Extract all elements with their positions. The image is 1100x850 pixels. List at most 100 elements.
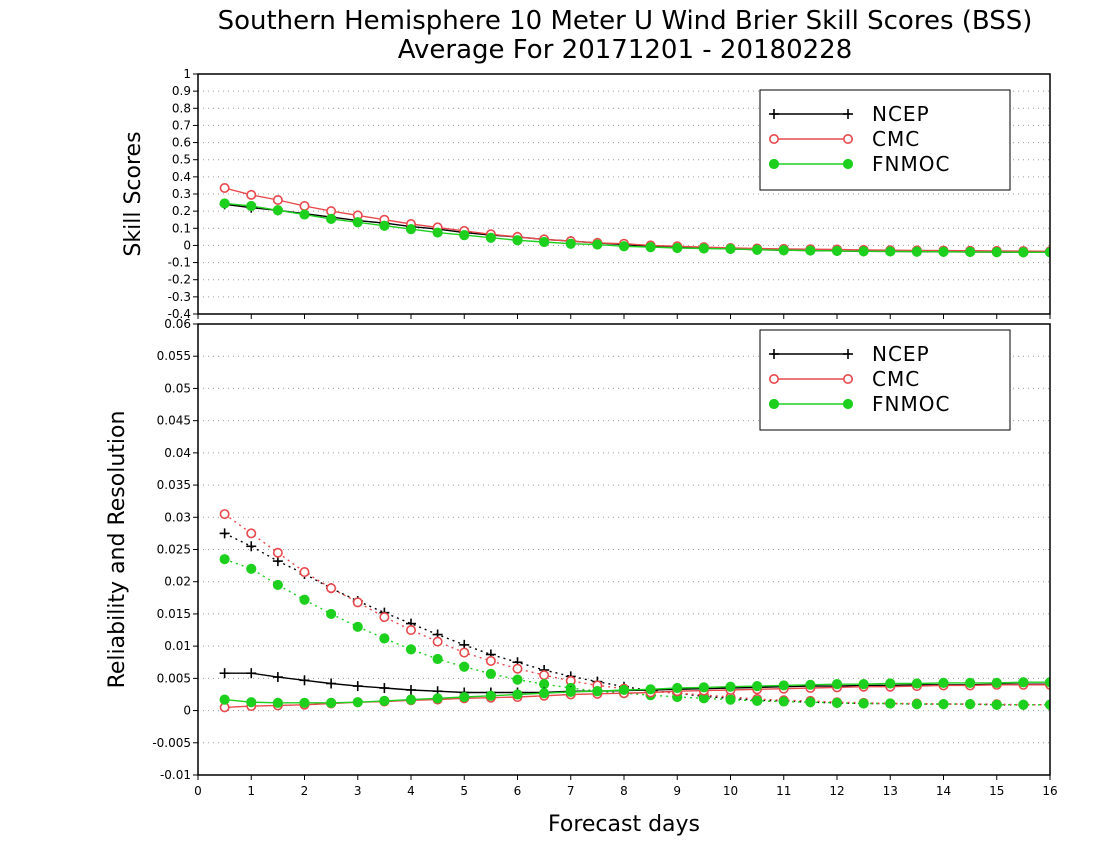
series-fnmoc-resolution-point-0 (219, 694, 230, 705)
top-plot-area (219, 183, 1050, 258)
legend-fnmoc-point-b (842, 398, 854, 410)
series-fnmoc-reliability-point-2 (272, 579, 283, 591)
series-fnmoc-resolution-point-22 (805, 679, 816, 690)
series-fnmoc-reliability-point-27 (938, 699, 949, 710)
series-cmc-point-1 (246, 189, 257, 200)
series-fnmoc-resolution-point-7 (405, 694, 417, 705)
series-fnmoc-point-19 (725, 243, 736, 254)
x-tick-label: 9 (673, 784, 681, 798)
series-fnmoc-reliability-point-12 (539, 679, 550, 690)
y-tick-label: 0.045 (157, 414, 191, 428)
series-fnmoc-point-1 (246, 200, 257, 212)
series-fnmoc-resolution-point-4 (326, 697, 337, 708)
series-cmc-reliability-point-2 (272, 547, 283, 558)
series-fnmoc-reliability-point-1 (246, 563, 257, 574)
series-fnmoc-point-26 (911, 246, 922, 257)
y-tick-label: 0.055 (157, 349, 191, 363)
series-fnmoc-resolution (219, 677, 1050, 708)
series-fnmoc-resolution-point-16 (645, 684, 656, 695)
legend-item-cmc: CMC (768, 127, 920, 151)
series-cmc-reliability-point-7 (405, 625, 416, 636)
y-tick-label: 1 (183, 67, 191, 81)
series-fnmoc-reliability-point-8 (432, 653, 443, 665)
legend-cmc-point-b (842, 373, 853, 384)
bottom-y-axis: -0.01 -0.005 0 0.005 0.01 0.015 0.02 0.025 0.03 0… (152, 317, 198, 782)
legend-fnmoc-point-a (768, 398, 780, 410)
y-tick-label: 0.035 (157, 478, 191, 492)
series-fnmoc-resolution-point-30 (1018, 677, 1029, 688)
series-fnmoc-resolution-point-2 (272, 697, 283, 708)
x-tick-label: 1 (247, 784, 255, 798)
legend-item-cmc: CMC (768, 367, 919, 391)
series-ncep-resolution-point-1 (246, 668, 257, 679)
chart-title-line1: Southern Hemisphere 10 Meter U Wind Brie… (218, 6, 1033, 36)
legend-cmc-point-b (842, 134, 853, 145)
series-ncep-resolution-point-6 (379, 683, 390, 694)
series-cmc-point-2 (272, 195, 283, 206)
series-ncep-resolution-point-2 (272, 672, 283, 683)
x-tick-label: 5 (460, 784, 468, 798)
legend-item-ncep: NCEP (769, 102, 929, 126)
y-tick-label: 0.5 (172, 153, 191, 167)
legend-cmc-point-a (768, 134, 779, 145)
series-fnmoc-point-9 (459, 230, 470, 241)
series-fnmoc-point-0 (219, 198, 230, 209)
series-fnmoc-resolution-point-17 (672, 682, 683, 694)
series-fnmoc-reliability-point-11 (512, 674, 523, 685)
series-fnmoc-point-8 (432, 227, 443, 238)
series-fnmoc-point-18 (698, 243, 709, 254)
y-tick-label: 0.005 (157, 671, 191, 685)
series-fnmoc-point-13 (565, 238, 576, 249)
series-fnmoc-reliability-point-20 (752, 695, 763, 707)
series-cmc-point-3 (299, 201, 310, 212)
legend-label: CMC (872, 127, 920, 151)
x-tick-label: 4 (407, 784, 415, 798)
x-tick-label: 7 (567, 784, 575, 798)
series-fnmoc-point-2 (272, 205, 283, 216)
x-tick-label: 10 (723, 784, 738, 798)
series-ncep-reliability-point-2 (272, 556, 283, 567)
legend-ncep-point-a (769, 349, 779, 359)
series-cmc-point-0 (219, 183, 230, 194)
chart-title-line2: Average For 20171201 - 20180228 (398, 35, 853, 65)
series-ncep-reliability-point-1 (246, 541, 257, 552)
series-cmc-reliability-point-1 (246, 528, 257, 539)
series-fnmoc-resolution-point-8 (432, 693, 443, 704)
series-fnmoc-resolution-point-21 (778, 680, 789, 691)
legend-label: FNMOC (872, 152, 950, 176)
series-ncep-resolution-point-3 (299, 675, 310, 686)
legend-label: NCEP (872, 342, 930, 366)
y-tick-label: 0.2 (172, 204, 191, 218)
legend-ncep-point-b (843, 109, 853, 119)
series-fnmoc-point-30 (1018, 247, 1029, 258)
legend-fnmoc-point-a (768, 158, 780, 170)
y-tick-label: -0.3 (168, 290, 191, 304)
top-y-axis-label: Skill Scores (121, 131, 146, 256)
series-ncep-resolution-point-5 (352, 681, 363, 692)
series-fnmoc-resolution-point-25 (885, 678, 896, 689)
x-tick-label: 15 (989, 784, 1004, 798)
series-fnmoc-reliability-point-0 (219, 554, 230, 565)
reliability-resolution-panel: -0.01 -0.005 0 0.005 0.01 0.015 0.02 0.025 0.03 0… (105, 317, 1058, 837)
y-tick-label: 0.02 (164, 575, 191, 589)
series-fnmoc-resolution-point-13 (565, 686, 576, 697)
series-fnmoc-resolution-point-11 (512, 689, 523, 700)
series-fnmoc-point-20 (752, 244, 763, 255)
series-cmc-reliability-point-9 (459, 647, 470, 658)
legend-ncep-point-b (843, 349, 853, 359)
legend-item-ncep: NCEP (769, 342, 930, 366)
bottom-x-axis-label: Forecast days (548, 812, 700, 837)
legend-label: FNMOC (872, 392, 950, 416)
series-fnmoc-resolution-point-26 (911, 678, 922, 689)
series-fnmoc-reliability-point-22 (805, 697, 816, 708)
series-fnmoc-reliability-point-3 (299, 594, 310, 605)
series-fnmoc-point-4 (326, 213, 337, 224)
top-y-axis: -0.4 -0.3 -0.2 -0.1 0 0.1 0.2 0.3 0.4 0.5 0.6 0.7 0.… (168, 67, 1051, 321)
series-fnmoc-point-14 (592, 239, 603, 250)
series-cmc-reliability-point-3 (299, 567, 310, 578)
series-fnmoc-reliability-point-29 (991, 699, 1002, 710)
x-tick-label: 11 (776, 784, 791, 798)
series-fnmoc-resolution-point-19 (725, 681, 736, 692)
x-tick-label: 14 (936, 784, 951, 798)
